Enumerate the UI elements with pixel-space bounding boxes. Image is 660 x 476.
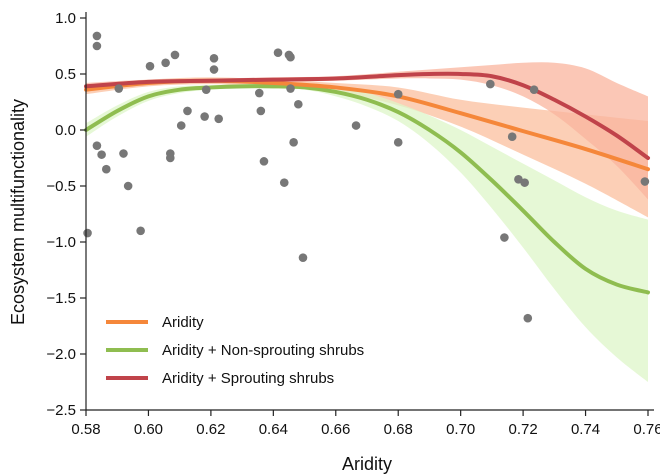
data-point bbox=[289, 138, 298, 147]
y-tick-label: −1.5 bbox=[46, 290, 76, 307]
data-point bbox=[201, 85, 211, 94]
data-point bbox=[298, 253, 308, 262]
y-axis-title: Ecosystem multifunctionality bbox=[8, 99, 28, 325]
x-tick-label: 0.76 bbox=[633, 421, 660, 438]
data-point bbox=[170, 50, 180, 60]
x-tick-label: 0.62 bbox=[196, 421, 225, 438]
band-aridity-non-sprouting-shrubs bbox=[86, 83, 648, 382]
x-tick-label: 0.68 bbox=[384, 421, 413, 438]
data-point bbox=[183, 106, 192, 116]
data-point bbox=[279, 178, 289, 187]
x-tick-label: 0.70 bbox=[446, 421, 475, 438]
data-point bbox=[256, 106, 266, 116]
data-point bbox=[507, 132, 517, 142]
x-tick-label: 0.74 bbox=[571, 421, 600, 438]
data-point bbox=[119, 149, 128, 158]
data-point bbox=[176, 121, 186, 130]
y-tick-label: −0.5 bbox=[46, 178, 76, 195]
legend: Aridity Aridity + Non-sprouting shrubs Ari… bbox=[106, 314, 364, 387]
x-tick-label: 0.72 bbox=[509, 421, 538, 438]
data-point bbox=[209, 54, 219, 63]
data-point bbox=[393, 89, 403, 99]
confidence-bands bbox=[86, 62, 648, 382]
data-point bbox=[161, 58, 170, 68]
data-point bbox=[286, 52, 295, 62]
y-tick-label: 0.5 bbox=[55, 66, 76, 83]
y-tick-label: 0.0 bbox=[55, 122, 76, 139]
x-tick-label: 0.66 bbox=[321, 421, 350, 438]
legend-label-aridity: Aridity bbox=[162, 314, 204, 331]
data-point bbox=[286, 84, 295, 93]
series-lines bbox=[84, 71, 650, 295]
axes: 0.58 0.60 0.62 0.64 0.66 0.68 0.70 0.72 0.74 0.76… bbox=[46, 10, 660, 438]
data-point bbox=[123, 181, 133, 191]
y-tick-label: 1.0 bbox=[55, 10, 76, 27]
band-aridity bbox=[86, 77, 648, 218]
band-aridity-sprouting-shrubs bbox=[86, 62, 648, 200]
x-tick-label: 0.58 bbox=[71, 421, 100, 438]
data-point bbox=[254, 88, 264, 98]
data-point bbox=[393, 138, 403, 147]
data-point bbox=[529, 85, 539, 94]
data-point bbox=[520, 178, 529, 187]
data-point bbox=[523, 313, 533, 323]
data-point bbox=[92, 31, 102, 41]
data-point bbox=[136, 226, 145, 236]
data-point bbox=[92, 41, 102, 51]
data-point bbox=[145, 61, 155, 71]
line-aridity-sprouting-shrubs bbox=[84, 71, 650, 160]
data-point bbox=[214, 114, 223, 124]
data-point bbox=[486, 79, 495, 89]
data-point bbox=[500, 233, 509, 242]
data-point bbox=[209, 65, 219, 74]
data-point bbox=[351, 121, 361, 130]
data-point bbox=[101, 164, 111, 174]
x-tick-label: 0.64 bbox=[259, 421, 288, 438]
legend-label-aridity-non-sprouting-shrubs: Aridity + Non-sprouting shrubs bbox=[162, 342, 364, 359]
y-tick-label: −2.0 bbox=[46, 346, 76, 363]
y-tick-label: −2.5 bbox=[46, 402, 76, 419]
data-point bbox=[200, 112, 209, 121]
line-aridity-non-sprouting-shrubs bbox=[84, 84, 650, 295]
data-point bbox=[97, 150, 106, 159]
x-axis-title: Aridity bbox=[342, 454, 392, 474]
data-point bbox=[166, 153, 175, 163]
legend-label-aridity-sprouting-shrubs: Aridity + Sprouting shrubs bbox=[162, 370, 334, 387]
y-tick-label: −1.0 bbox=[46, 234, 76, 251]
data-point bbox=[640, 177, 650, 186]
data-point bbox=[259, 157, 269, 166]
data-point bbox=[273, 48, 283, 58]
x-tick-label: 0.60 bbox=[134, 421, 163, 438]
data-point bbox=[114, 84, 124, 93]
data-point bbox=[83, 228, 92, 238]
data-point bbox=[92, 141, 102, 150]
data-point bbox=[294, 99, 303, 109]
